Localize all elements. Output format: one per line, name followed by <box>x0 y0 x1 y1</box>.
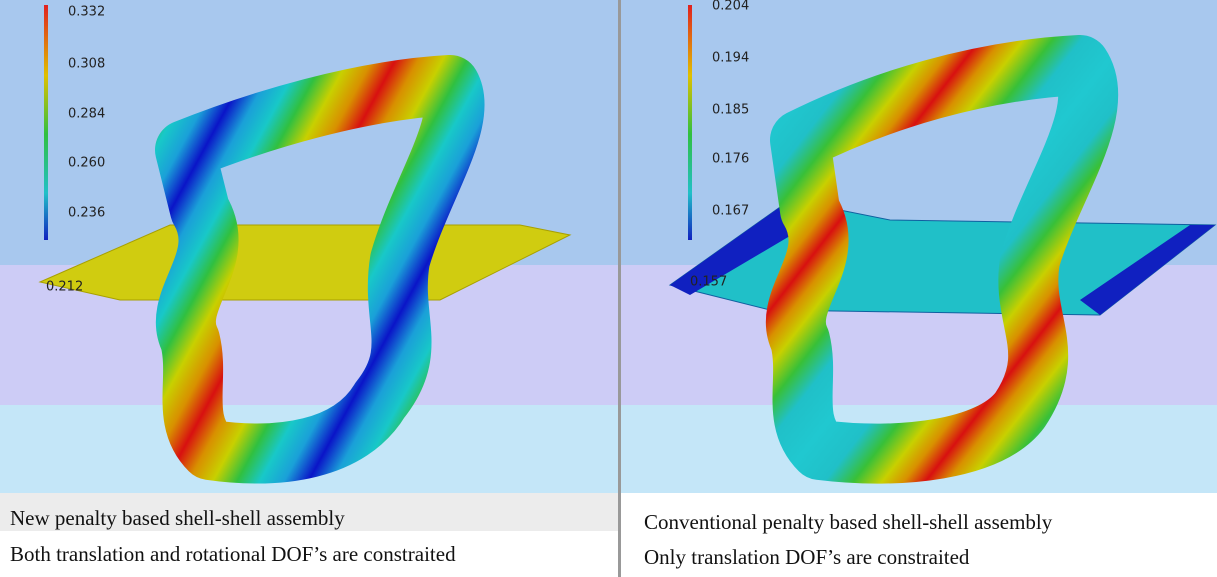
caption: New penalty based shell-shell assembly <box>10 506 345 530</box>
legend-label: 0.332 <box>68 5 105 20</box>
caption: Both translation and rotational DOF’s ar… <box>10 542 456 566</box>
legend-label: 0.185 <box>712 103 749 118</box>
legend-bar <box>44 5 48 240</box>
legend-label: 0.176 <box>712 152 749 167</box>
legend-label: 0.236 <box>68 206 105 221</box>
left-panel <box>0 0 618 531</box>
legend-label: 0.157 <box>690 275 727 290</box>
legend-label: 0.308 <box>68 57 105 72</box>
legend-label: 0.260 <box>68 156 105 171</box>
caption: Conventional penalty based shell-shell a… <box>644 510 1053 534</box>
figure: 0.332 0.308 0.284 0.260 0.236 0.212 New penalt… <box>0 0 1217 577</box>
divider <box>618 0 621 577</box>
caption: Only translation DOF’s are constraited <box>644 545 970 569</box>
legend-label: 0.284 <box>68 107 105 122</box>
right-panel <box>621 0 1217 493</box>
legend-label: 0.167 <box>712 204 749 219</box>
legend-label: 0.194 <box>712 51 749 66</box>
legend-label: 0.212 <box>46 280 83 295</box>
legend-label: 0.204 <box>712 0 749 14</box>
legend-bar <box>688 5 692 240</box>
